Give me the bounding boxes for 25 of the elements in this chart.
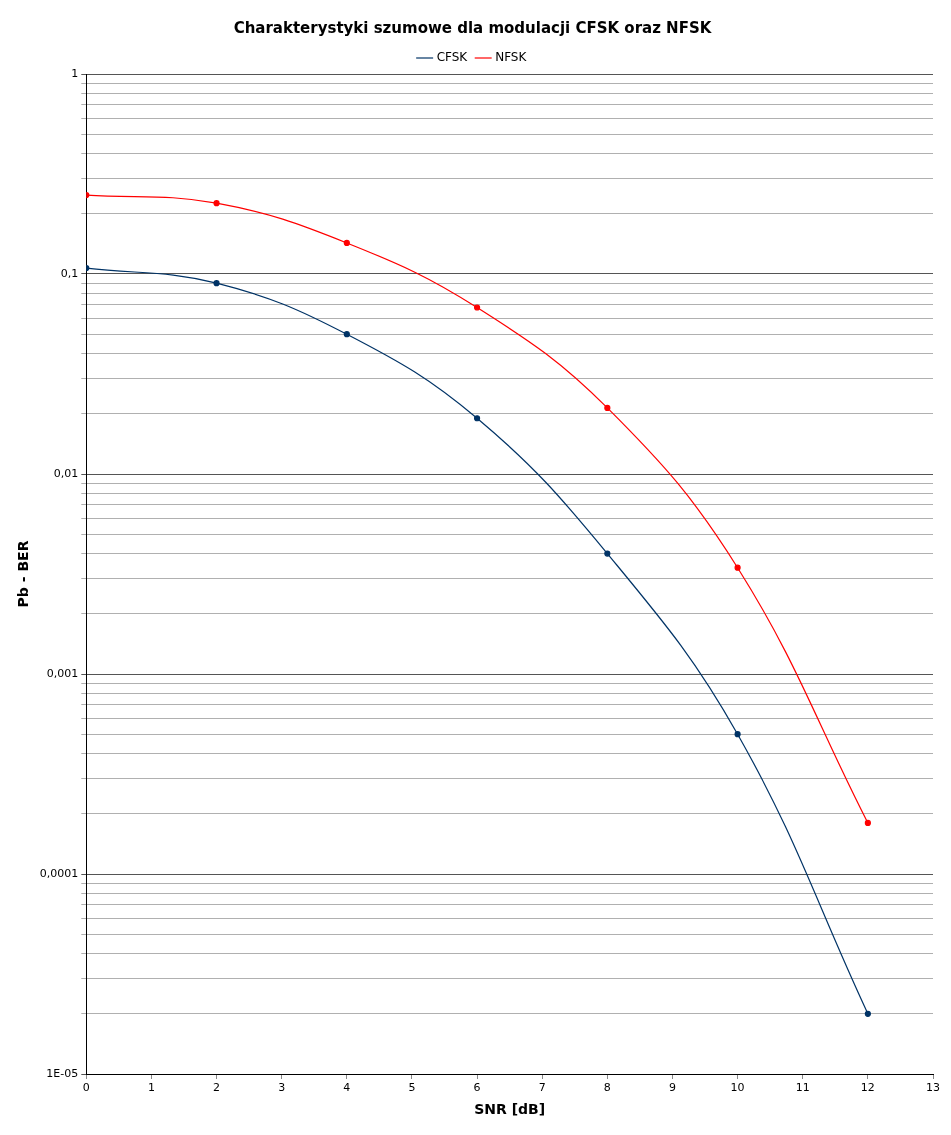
x-tick-label: 4 bbox=[343, 1081, 351, 1095]
x-tick-label: 5 bbox=[408, 1081, 416, 1095]
legend-label: NFSK bbox=[495, 50, 528, 65]
y-tick-label: 0,01 bbox=[53, 466, 79, 480]
x-tick-label: 6 bbox=[473, 1081, 481, 1095]
x-axis-title: SNR [dB] bbox=[474, 1101, 546, 1118]
x-tick-label: 10 bbox=[730, 1081, 745, 1095]
x-tick-label: 7 bbox=[538, 1081, 546, 1095]
x-tick-label: 0 bbox=[82, 1081, 90, 1095]
x-tick-label: 9 bbox=[668, 1081, 676, 1095]
y-tick-label: 1E-05 bbox=[46, 1066, 79, 1080]
x-tick-label: 8 bbox=[603, 1081, 611, 1095]
y-tick-label: 0,0001 bbox=[39, 866, 79, 880]
y-tick-label: 0,001 bbox=[46, 666, 79, 680]
y-tick-label: 0,1 bbox=[60, 266, 79, 280]
chart-title: Charakterystyki szumowe dla modulacji CFSK oraz NFSK bbox=[233, 18, 713, 37]
x-tick-label: 13 bbox=[926, 1081, 940, 1095]
x-tick-label: 1 bbox=[147, 1081, 155, 1095]
x-tick-label: 2 bbox=[213, 1081, 221, 1095]
y-axis-title: Pb - BER bbox=[15, 540, 32, 608]
x-tick-label: 3 bbox=[278, 1081, 286, 1095]
y-tick-label: 1 bbox=[71, 66, 79, 80]
legend-label: CFSK bbox=[436, 50, 469, 65]
x-tick-label: 11 bbox=[795, 1081, 810, 1095]
x-tick-label: 12 bbox=[860, 1081, 875, 1095]
